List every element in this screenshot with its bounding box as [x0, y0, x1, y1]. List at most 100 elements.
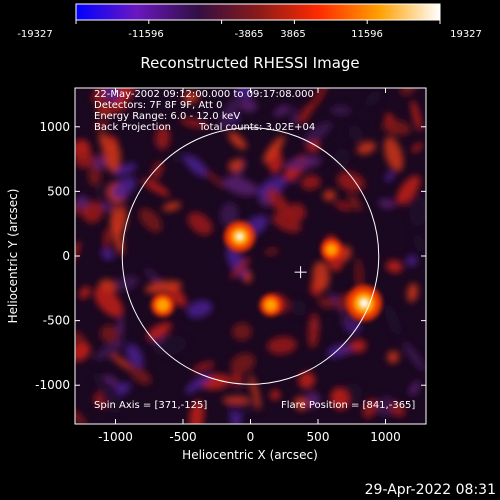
texture-blob [230, 256, 251, 280]
texture-blob [192, 361, 215, 373]
texture-blob [99, 324, 119, 343]
texture-blob [141, 178, 170, 197]
texture-blob [92, 155, 108, 170]
y-axis-label: Heliocentric Y (arcsec) [6, 189, 20, 324]
texture-blob [409, 196, 426, 227]
texture-blob [266, 188, 291, 217]
spin-axis-marker [294, 266, 307, 279]
texture-blob [312, 261, 330, 291]
texture-blob [239, 98, 258, 113]
colorbar-tick-label: -19327 [17, 29, 52, 40]
texture-blob [139, 208, 163, 233]
texture-blob [219, 202, 239, 228]
texture-blob [290, 106, 298, 128]
texture-blob [385, 171, 395, 182]
texture-blob [402, 341, 426, 372]
source-peak [359, 298, 370, 309]
texture-blob [151, 161, 164, 181]
texture-blob [263, 135, 285, 164]
texture-blob [95, 103, 129, 115]
texture-blob [396, 175, 421, 205]
texture-blob [110, 353, 134, 372]
source-core [325, 243, 338, 256]
texture-blob [387, 350, 400, 364]
texture-blob [228, 158, 245, 172]
texture-blob [171, 150, 186, 164]
texture-blob [204, 170, 225, 189]
texture-blob [330, 387, 349, 410]
texture-blob [94, 286, 124, 318]
texture-blob [110, 202, 127, 236]
texture-blob [112, 176, 136, 199]
texture-blob [125, 343, 144, 368]
texture-blob [186, 300, 213, 318]
texture-blob [182, 91, 200, 104]
texture-blob [272, 213, 302, 233]
y-tick-label: -500 [43, 314, 70, 328]
texture-blob [286, 203, 306, 222]
y-tick-label: 1000 [39, 120, 70, 134]
texture-blob [155, 126, 171, 150]
x-axis-label: Heliocentric X (arcsec) [182, 448, 318, 462]
texture-blob [356, 141, 376, 155]
texture-blob [303, 121, 332, 145]
texture-blob [114, 275, 139, 292]
texture-blob [113, 163, 137, 177]
texture-blob [298, 371, 316, 389]
texture-blob [339, 343, 353, 356]
texture-blob [318, 297, 336, 309]
spin-axis-label: Spin Axis = [371,-125] [94, 400, 207, 411]
texture-blob [290, 300, 307, 317]
texture-blob [411, 142, 423, 153]
texture-blob [348, 124, 364, 142]
source-core [155, 298, 170, 313]
axes: -1000 -500 0 500 1000 -1000 -500 0 500 1000 [35, 88, 426, 444]
colorbar-tick-label: -3865 [234, 29, 263, 40]
info-detectors: Detectors: 7F 8F 9F, Att 0 [94, 100, 222, 111]
colorbar [75, 3, 441, 21]
texture-blob [189, 400, 205, 424]
texture-blob [399, 88, 417, 96]
footer-timestamp: 29-Apr-2022 08:31 [365, 482, 496, 498]
colorbar-tick-label: 19327 [450, 29, 482, 40]
texture-blob [146, 322, 172, 340]
x-tick-label: 500 [307, 430, 330, 444]
texture-blob [105, 141, 121, 173]
texture-blob [304, 391, 321, 409]
texture-blob [406, 255, 418, 267]
y-tick-label: -1000 [35, 378, 70, 392]
texture-blob [100, 201, 113, 211]
texture-blob [101, 248, 114, 261]
texture-blob [267, 336, 297, 355]
texture-blob [390, 402, 406, 418]
texture-blob [222, 396, 251, 404]
texture-blob [385, 260, 403, 273]
texture-blob [235, 88, 253, 99]
texture-blob [409, 380, 421, 396]
texture-blob [310, 88, 329, 111]
texture-blob [75, 195, 89, 209]
texture-blob [381, 119, 412, 136]
texture-blob [330, 105, 352, 116]
x-tick-label: 0 [247, 430, 255, 444]
texture-blob [232, 322, 252, 341]
info-time-range: 22-May-2002 09:12:00.000 to 09:17:08.000 [94, 89, 314, 100]
texture-blob [162, 201, 182, 212]
texture-blob [384, 303, 402, 337]
texture-blob [365, 90, 381, 107]
colorbar-tick-label: 3865 [280, 29, 305, 40]
texture-blob [222, 176, 258, 196]
x-tick-label: -500 [169, 430, 196, 444]
texture-blob [384, 136, 404, 172]
texture-blob [349, 339, 367, 353]
source-peak [235, 232, 244, 241]
texture-blob [322, 190, 336, 201]
texture-blob [82, 200, 104, 224]
texture-blob [75, 150, 94, 169]
texture-blob [129, 366, 152, 385]
texture-blob [219, 96, 241, 131]
texture-blob [257, 176, 287, 199]
source-core [264, 298, 278, 312]
texture-blob [230, 353, 256, 374]
texture-blob [94, 120, 109, 129]
